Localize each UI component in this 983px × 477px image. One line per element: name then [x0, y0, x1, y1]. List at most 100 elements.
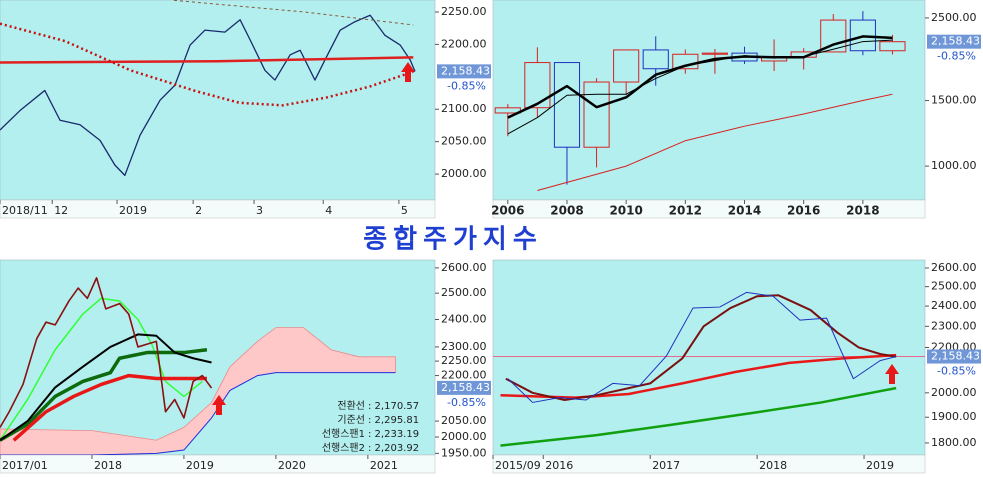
- price-box: [927, 34, 981, 49]
- y-tick-label: 2000.00: [441, 167, 487, 180]
- series-line: [0, 56, 414, 64]
- series-line: [507, 35, 893, 119]
- change-label: -0.85%: [937, 365, 976, 378]
- y-tick-label: 2300.00: [441, 340, 487, 353]
- x-tick-label: 2018: [94, 459, 122, 472]
- y-tick-label: 2000.00: [441, 430, 487, 443]
- x-tick-label: 2018: [759, 459, 787, 472]
- y-tick-label: 1900.00: [931, 410, 977, 423]
- annotation-label: 선행스팬2: [322, 442, 365, 454]
- price-box: [927, 349, 981, 364]
- x-axis-strip: [0, 454, 436, 474]
- x-tick-label: 2012: [669, 204, 702, 218]
- price-label: 2,158.43: [441, 64, 490, 77]
- x-tick-label: 2017: [652, 459, 680, 472]
- y-tick-label: 1000.00: [931, 159, 977, 172]
- x-tick-label: 2017/01: [2, 459, 48, 472]
- y-tick-label: 2100.00: [441, 102, 487, 115]
- annotation-label: 기준선: [337, 414, 365, 426]
- candle-body: [613, 49, 640, 83]
- annotation-value: : 2,203.92: [368, 443, 419, 454]
- x-tick-label: 2014: [728, 204, 761, 218]
- y-tick-label: 1800.00: [931, 436, 977, 449]
- y-tick-label: 2250.00: [441, 5, 487, 18]
- y-tick-label: 1950.00: [441, 446, 487, 459]
- series-line: [0, 277, 213, 428]
- y-tick-label: 2050.00: [441, 414, 487, 427]
- x-tick-label: 2010: [609, 204, 642, 218]
- annotation-value: : 2,295.81: [368, 415, 419, 426]
- candle-body: [820, 19, 847, 53]
- price-arrow: [212, 395, 226, 415]
- x-tick-label: 4: [325, 204, 332, 217]
- price-arrow: [401, 62, 415, 82]
- series-line: [507, 291, 897, 403]
- x-tick-label: 5: [401, 204, 408, 217]
- y-tick-label: 2500.00: [931, 280, 977, 293]
- x-tick-label: 2019: [186, 459, 214, 472]
- x-tick-label: 2015/09: [495, 459, 541, 472]
- x-tick-label: 2: [195, 204, 202, 217]
- x-axis-strip: [492, 454, 926, 474]
- x-tick-label: 2020: [278, 459, 306, 472]
- plot-background: [0, 0, 436, 201]
- x-tick-label: 12: [54, 204, 68, 217]
- series-line: [0, 297, 203, 441]
- y-tick-label: 2200.00: [441, 369, 487, 382]
- y-tick-label: 2500.00: [931, 11, 977, 24]
- y-tick-label: 2600.00: [931, 261, 977, 274]
- y-tick-label: 2050.00: [441, 135, 487, 148]
- x-tick-label: 2016: [545, 459, 573, 472]
- change-label: -0.85%: [447, 396, 486, 409]
- series-line: [0, 333, 212, 442]
- annotation-value: : 2,233.19: [368, 429, 419, 440]
- change-label: -0.85%: [937, 50, 976, 63]
- y-tick-label: 2250.00: [441, 354, 487, 367]
- candle-body: [553, 62, 581, 148]
- y-tick-label: 1500.00: [931, 94, 977, 107]
- x-tick-label: 2019: [119, 204, 147, 217]
- plot-area: [494, 11, 906, 191]
- annotation-label: 전환선: [337, 400, 365, 412]
- candle-body: [642, 49, 669, 70]
- series-line: [500, 386, 897, 447]
- y-tick-label: 2200.00: [441, 37, 487, 50]
- y-tick-label: 2400.00: [441, 312, 487, 325]
- x-tick-label: 2019: [866, 459, 894, 472]
- series-line: [12, 373, 207, 442]
- x-tick-label: 3: [256, 204, 263, 217]
- x-tick-label: 2021: [370, 459, 398, 472]
- x-tick-label: 2006: [491, 204, 524, 218]
- price-label: 2,158.43: [931, 350, 980, 363]
- plot-area: [0, 0, 416, 177]
- x-axis-strip: [0, 199, 436, 219]
- series-line: [507, 39, 893, 135]
- x-axis-strip: [492, 199, 926, 219]
- y-tick-label: 2500.00: [441, 286, 487, 299]
- series-line: [173, 0, 414, 26]
- plot-area: [493, 291, 925, 447]
- y-tick-label: 2600.00: [441, 261, 487, 274]
- x-tick-label: 2016: [787, 204, 820, 218]
- cloud-lower-line: [0, 372, 396, 455]
- price-arrow: [885, 364, 899, 384]
- x-tick-label: 2008: [550, 204, 583, 218]
- x-tick-label: 2018/11: [2, 204, 48, 217]
- plot-area: [0, 277, 396, 455]
- candle-body: [524, 62, 551, 109]
- candle-body: [583, 81, 610, 148]
- annotation-label: 선행스팬1: [322, 428, 365, 440]
- candle-body: [879, 41, 906, 52]
- y-tick-label: 2300.00: [931, 319, 977, 332]
- price-label: 2,158.43: [441, 381, 490, 394]
- y-tick-label: 2400.00: [931, 299, 977, 312]
- price-label: 2,158.43: [931, 35, 980, 48]
- series-line: [537, 93, 893, 191]
- series-line: [505, 294, 897, 402]
- candle-body: [701, 52, 728, 55]
- change-label: -0.85%: [447, 79, 486, 92]
- x-tick-label: 2018: [846, 204, 879, 218]
- series-line: [0, 14, 416, 177]
- page-title: 종합주가지수: [363, 225, 543, 255]
